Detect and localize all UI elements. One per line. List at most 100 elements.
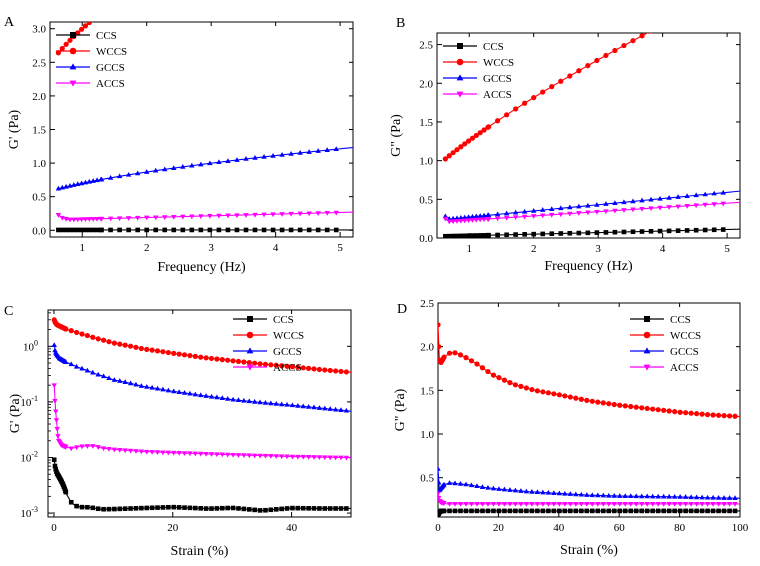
point-ccs — [67, 227, 73, 233]
point-accs — [720, 201, 726, 207]
point-ccs — [622, 508, 628, 514]
point-wccs — [284, 363, 290, 369]
point-accs — [338, 455, 344, 461]
point-wccs — [450, 150, 456, 156]
y-tick-label: 2.0 — [420, 342, 434, 354]
point-accs — [246, 453, 252, 459]
point-accs — [75, 217, 81, 223]
point-accs — [306, 211, 312, 217]
point-ccs — [225, 505, 230, 511]
point-gccs — [612, 200, 618, 205]
point-accs — [78, 217, 85, 223]
point-wccs — [438, 344, 442, 350]
point-ccs — [295, 505, 301, 511]
point-ccs — [502, 508, 507, 514]
point-wccs — [474, 361, 480, 367]
x-tick-label: 60 — [614, 522, 626, 534]
panel-d: D 0 20 40 60 80 100 0.5 1.0 1.5 2.0 2.5 Strain (%) G"… — [393, 298, 749, 558]
point-gccs — [106, 375, 112, 381]
legend-marker-ccs — [247, 316, 253, 322]
y-tick-label: 1.5 — [32, 125, 46, 137]
point-accs — [549, 212, 555, 218]
point-accs — [79, 444, 85, 450]
point-gccs — [617, 493, 623, 498]
point-ccs — [311, 506, 317, 511]
point-gccs — [90, 178, 96, 183]
point-wccs — [91, 17, 96, 22]
point-accs — [675, 204, 681, 210]
series-group — [51, 317, 351, 513]
point-accs — [589, 502, 595, 507]
point-accs — [234, 213, 240, 219]
legend-marker-accs — [246, 364, 254, 371]
x-tick-label: 80 — [674, 522, 686, 534]
point-ccs — [268, 507, 274, 513]
point-gccs — [278, 401, 285, 407]
point-gccs — [327, 406, 333, 411]
point-accs — [82, 217, 89, 223]
point-wccs — [549, 84, 555, 90]
point-wccs — [473, 132, 479, 139]
series-group — [442, 33, 740, 238]
point-accs — [442, 216, 449, 222]
point-accs — [198, 214, 204, 220]
plot-frame — [436, 32, 741, 239]
point-ccs — [338, 506, 344, 511]
point-accs — [540, 213, 546, 219]
legend-marker-wccs — [643, 331, 651, 339]
point-ccs — [454, 233, 460, 238]
point-gccs — [628, 493, 634, 499]
point-accs — [490, 502, 497, 507]
point-gccs — [288, 151, 294, 156]
point-accs — [454, 219, 460, 224]
point-ccs — [558, 231, 564, 236]
point-ccs — [79, 504, 85, 510]
point-gccs — [494, 211, 501, 217]
point-gccs — [257, 399, 263, 405]
point-accs — [315, 211, 321, 216]
point-ccs — [288, 227, 294, 233]
point-accs — [54, 426, 60, 432]
point-accs — [545, 502, 552, 507]
point-accs — [125, 216, 132, 221]
y-tick-label: 0.5 — [420, 473, 434, 485]
point-ccs — [198, 506, 204, 511]
point-ccs — [606, 508, 612, 514]
point-accs — [501, 502, 508, 507]
point-wccs — [78, 26, 85, 32]
point-accs — [149, 450, 155, 455]
point-accs — [122, 448, 128, 454]
point-ccs — [306, 506, 311, 511]
point-gccs — [133, 381, 139, 387]
point-ccs — [507, 508, 513, 514]
legend-marker-gccs — [246, 347, 254, 354]
point-wccs — [338, 368, 344, 375]
point-accs — [171, 450, 177, 456]
point-accs — [63, 217, 69, 222]
point-gccs — [655, 493, 661, 499]
point-gccs — [567, 491, 574, 496]
point-ccs — [688, 508, 694, 514]
point-accs — [111, 447, 118, 453]
point-ccs — [306, 227, 312, 233]
point-wccs — [469, 135, 476, 141]
x-tick-label: 3 — [208, 242, 214, 254]
point-gccs — [441, 481, 447, 487]
point-accs — [562, 502, 568, 507]
point-accs — [95, 445, 101, 450]
point-wccs — [721, 413, 727, 419]
point-accs — [262, 453, 269, 459]
point-wccs — [573, 395, 579, 401]
point-ccs — [710, 508, 716, 514]
legend-marker-accs — [456, 91, 464, 98]
point-wccs — [513, 106, 519, 112]
point-accs — [230, 452, 236, 458]
point-ccs — [463, 508, 469, 514]
point-gccs — [71, 182, 77, 187]
point-gccs — [100, 373, 107, 379]
legend-label-wccs: WCCS — [96, 46, 127, 58]
point-ccs — [491, 508, 496, 514]
point-wccs — [273, 362, 279, 368]
point-wccs — [595, 399, 601, 405]
point-gccs — [149, 384, 155, 390]
